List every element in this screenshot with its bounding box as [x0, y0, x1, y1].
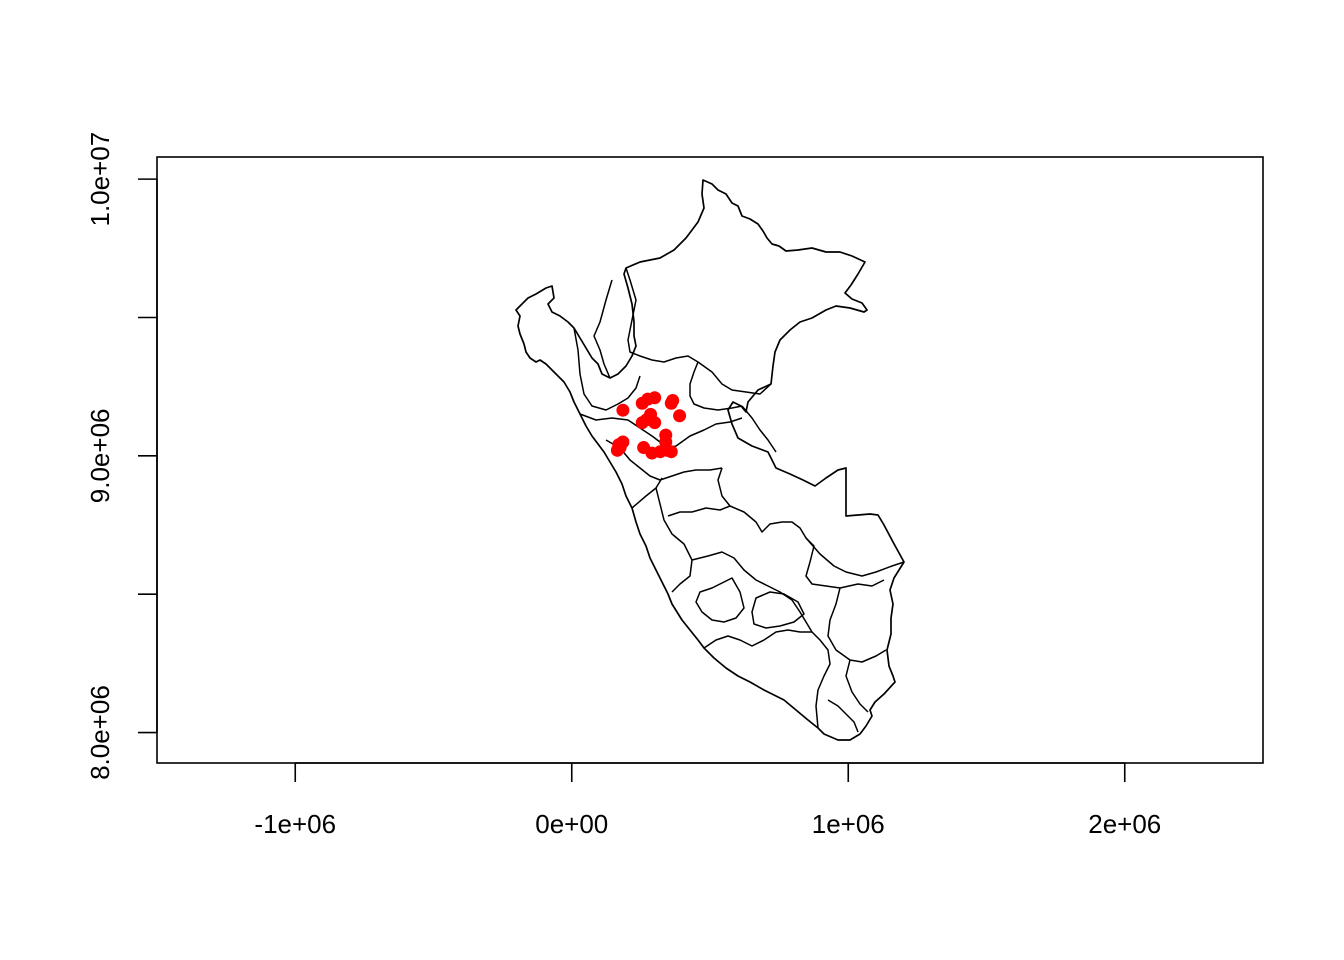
country-outline — [515, 179, 905, 741]
y-tick-label: 9.0e+06 — [85, 408, 115, 503]
data-point — [648, 416, 662, 430]
plot-frame — [156, 156, 1264, 764]
data-point — [659, 435, 673, 449]
region-borders — [573, 267, 905, 733]
x-tick-label: 2e+06 — [1088, 809, 1161, 839]
data-point — [648, 391, 662, 405]
data-point — [673, 409, 687, 423]
y-axis: 8.0e+06 9.0e+06 1.0e+07 — [85, 132, 158, 780]
data-points — [610, 391, 687, 460]
x-tick-label: -1e+06 — [254, 809, 336, 839]
data-point — [610, 443, 624, 457]
data-point — [664, 445, 678, 459]
y-tick-label: 1.0e+07 — [85, 132, 115, 227]
x-axis: -1e+06 0e+00 1e+06 2e+06 — [254, 762, 1161, 839]
peru-region-map — [515, 179, 905, 741]
y-tick-label: 8.0e+06 — [85, 685, 115, 780]
x-tick-label: 1e+06 — [812, 809, 885, 839]
x-tick-label: 0e+00 — [535, 809, 608, 839]
data-point — [616, 403, 630, 417]
data-point — [664, 396, 678, 410]
